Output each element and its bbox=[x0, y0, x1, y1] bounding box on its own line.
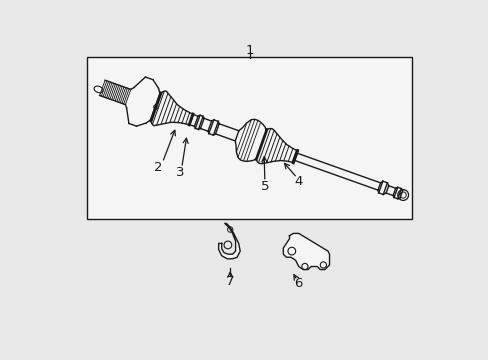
Text: 3: 3 bbox=[176, 166, 184, 179]
Polygon shape bbox=[392, 187, 397, 198]
Polygon shape bbox=[397, 189, 402, 199]
Polygon shape bbox=[194, 115, 200, 129]
Polygon shape bbox=[129, 77, 153, 126]
Polygon shape bbox=[198, 116, 203, 130]
Polygon shape bbox=[189, 114, 198, 126]
Polygon shape bbox=[383, 183, 388, 194]
Text: 6: 6 bbox=[294, 277, 302, 290]
Text: 1: 1 bbox=[245, 44, 254, 57]
Polygon shape bbox=[255, 129, 298, 163]
Polygon shape bbox=[393, 187, 401, 199]
Polygon shape bbox=[218, 223, 240, 259]
Polygon shape bbox=[235, 119, 265, 161]
Polygon shape bbox=[386, 186, 395, 195]
Polygon shape bbox=[195, 115, 203, 130]
Polygon shape bbox=[200, 118, 211, 131]
Bar bbox=[87, 57, 411, 219]
Polygon shape bbox=[215, 124, 238, 141]
Polygon shape bbox=[146, 88, 160, 123]
Polygon shape bbox=[207, 120, 213, 134]
Text: 4: 4 bbox=[294, 175, 302, 188]
Polygon shape bbox=[126, 77, 145, 123]
Polygon shape bbox=[213, 121, 219, 135]
Polygon shape bbox=[378, 181, 386, 194]
Polygon shape bbox=[125, 87, 134, 108]
Text: 2: 2 bbox=[153, 161, 162, 175]
Polygon shape bbox=[294, 153, 380, 190]
Polygon shape bbox=[283, 233, 329, 270]
Polygon shape bbox=[208, 120, 218, 135]
Text: 5: 5 bbox=[260, 180, 268, 193]
Polygon shape bbox=[150, 91, 193, 126]
Polygon shape bbox=[377, 181, 382, 193]
Text: 7: 7 bbox=[225, 275, 234, 288]
Polygon shape bbox=[136, 80, 158, 126]
